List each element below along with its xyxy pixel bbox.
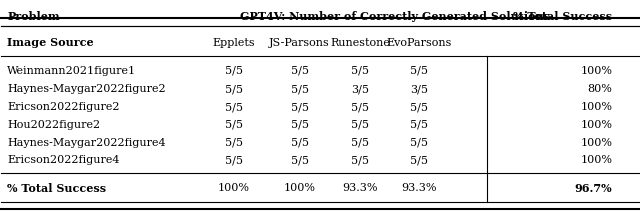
Text: 5/5: 5/5 — [291, 84, 308, 94]
Text: 5/5: 5/5 — [410, 156, 428, 165]
Text: 5/5: 5/5 — [351, 156, 369, 165]
Text: 96.7%: 96.7% — [575, 183, 612, 194]
Text: Epplets: Epplets — [212, 38, 255, 48]
Text: 5/5: 5/5 — [225, 84, 243, 94]
Text: 5/5: 5/5 — [410, 66, 428, 76]
Text: 5/5: 5/5 — [225, 102, 243, 112]
Text: 93.3%: 93.3% — [342, 183, 378, 193]
Text: Haynes-Maygar2022figure4: Haynes-Maygar2022figure4 — [7, 138, 166, 148]
Text: 5/5: 5/5 — [291, 138, 308, 148]
Text: 5/5: 5/5 — [410, 102, 428, 112]
Text: Ericson2022figure2: Ericson2022figure2 — [7, 102, 120, 112]
Text: % Total Success: % Total Success — [513, 11, 612, 22]
Text: 80%: 80% — [588, 84, 612, 94]
Text: 5/5: 5/5 — [410, 120, 428, 130]
Text: 5/5: 5/5 — [291, 156, 308, 165]
Text: 93.3%: 93.3% — [401, 183, 436, 193]
Text: 100%: 100% — [580, 138, 612, 148]
Text: EvoParsons: EvoParsons — [386, 38, 452, 48]
Text: % Total Success: % Total Success — [7, 183, 106, 194]
Text: 5/5: 5/5 — [351, 66, 369, 76]
Text: 100%: 100% — [218, 183, 250, 193]
Text: 5/5: 5/5 — [225, 138, 243, 148]
Text: Weinmann2021figure1: Weinmann2021figure1 — [7, 66, 136, 76]
Text: 5/5: 5/5 — [351, 120, 369, 130]
Text: 100%: 100% — [284, 183, 316, 193]
Text: 5/5: 5/5 — [291, 102, 308, 112]
Text: 5/5: 5/5 — [351, 102, 369, 112]
Text: 5/5: 5/5 — [291, 66, 308, 76]
Text: 100%: 100% — [580, 66, 612, 76]
Text: 100%: 100% — [580, 102, 612, 112]
Text: 5/5: 5/5 — [291, 120, 308, 130]
Text: 5/5: 5/5 — [225, 66, 243, 76]
Text: Ericson2022figure4: Ericson2022figure4 — [7, 156, 120, 165]
Text: Hou2022figure2: Hou2022figure2 — [7, 120, 100, 130]
Text: 5/5: 5/5 — [225, 156, 243, 165]
Text: GPT4V: Number of Correctly Generated Solutions: GPT4V: Number of Correctly Generated Sol… — [240, 11, 550, 22]
Text: JS-Parsons: JS-Parsons — [269, 38, 330, 48]
Text: 5/5: 5/5 — [225, 120, 243, 130]
Text: Runestone: Runestone — [330, 38, 390, 48]
Text: 5/5: 5/5 — [351, 138, 369, 148]
Text: 100%: 100% — [580, 156, 612, 165]
Text: Haynes-Maygar2022figure2: Haynes-Maygar2022figure2 — [7, 84, 166, 94]
Text: 3/5: 3/5 — [351, 84, 369, 94]
Text: Image Source: Image Source — [7, 37, 93, 48]
Text: Problem: Problem — [7, 11, 60, 22]
Text: 5/5: 5/5 — [410, 138, 428, 148]
Text: 100%: 100% — [580, 120, 612, 130]
Text: 3/5: 3/5 — [410, 84, 428, 94]
